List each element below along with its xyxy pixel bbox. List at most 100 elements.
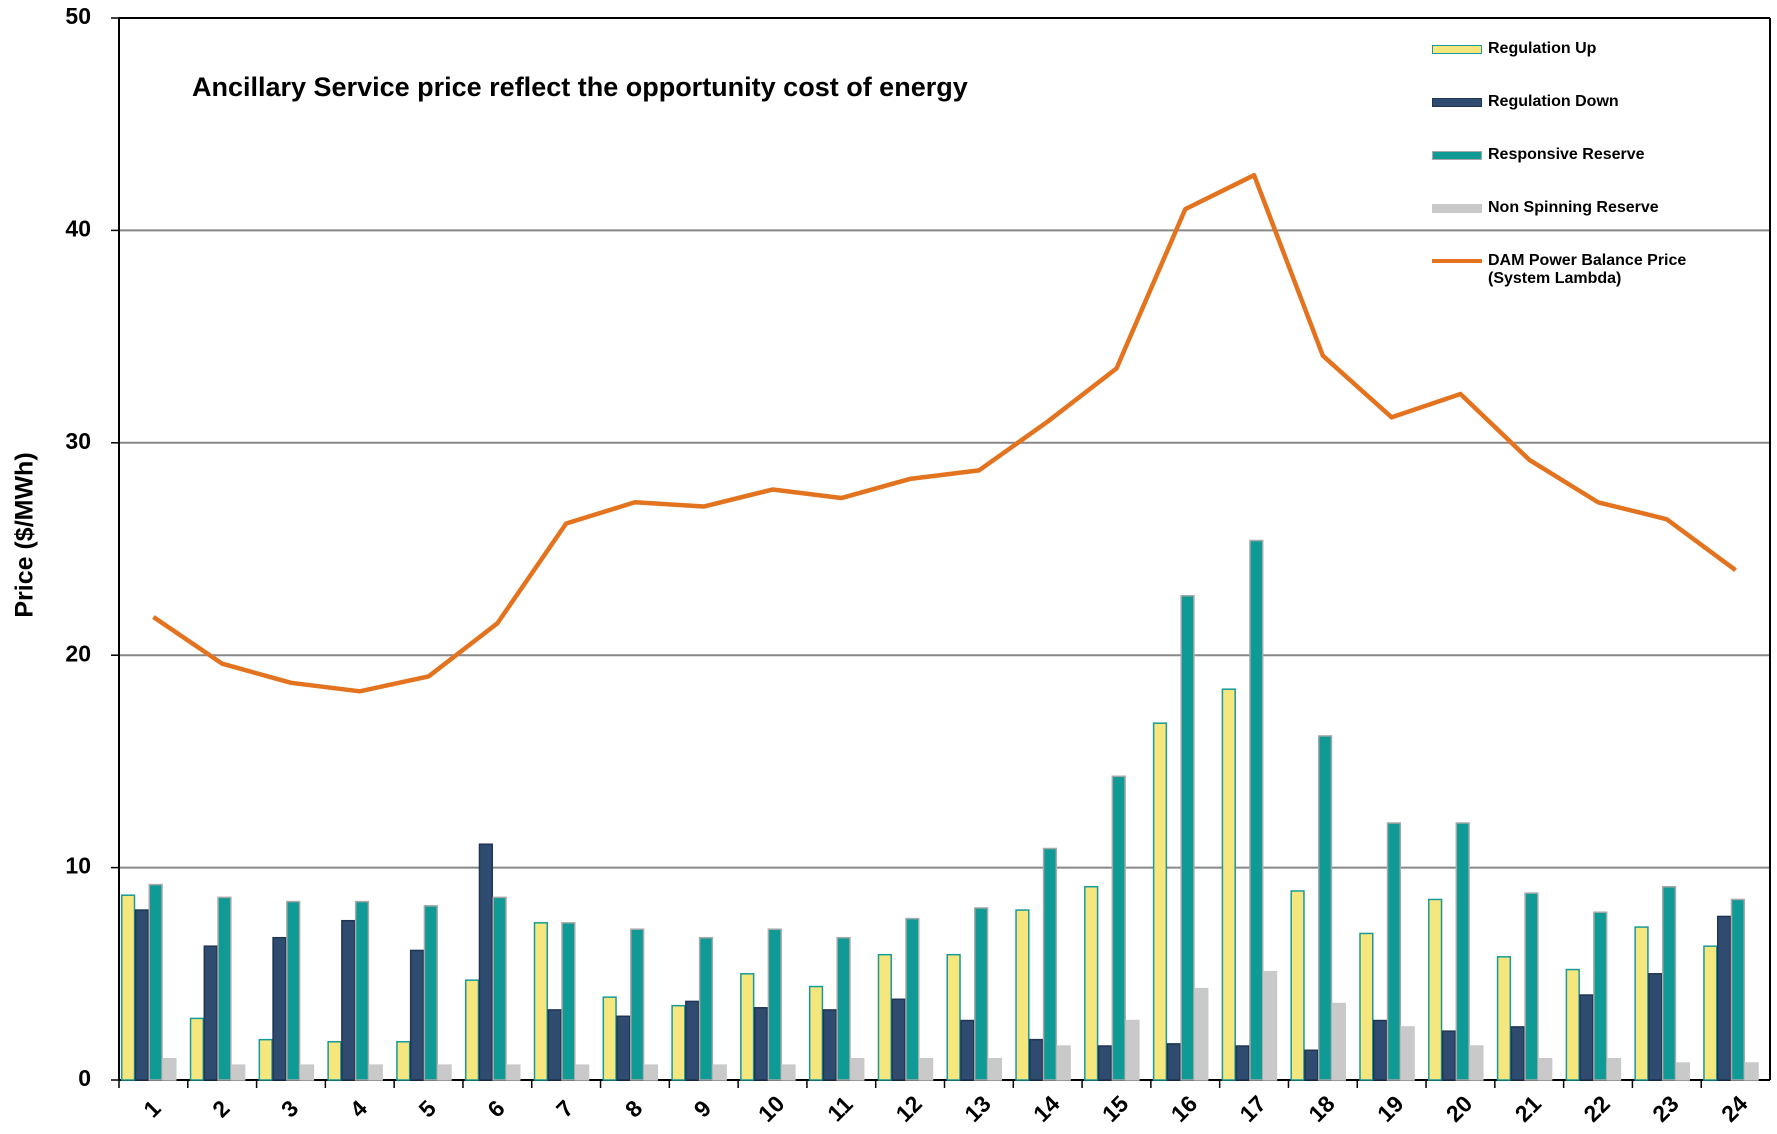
bar — [327, 1041, 342, 1081]
bar — [1042, 847, 1058, 1081]
bar — [423, 905, 438, 1081]
x-tick-label: 21 — [1510, 1090, 1547, 1127]
x-tick-label: 8 — [620, 1095, 648, 1123]
bar — [1111, 775, 1126, 1081]
bar — [1386, 822, 1402, 1081]
bar — [671, 1004, 686, 1081]
x-tick-label: 19 — [1372, 1090, 1408, 1126]
bar — [850, 1058, 865, 1081]
legend-label: DAM Power Balance Price (System Lambda) — [1488, 252, 1687, 287]
bar — [808, 985, 824, 1081]
bar — [1634, 926, 1649, 1081]
x-tick-label: 5 — [413, 1095, 441, 1123]
bar — [1331, 1002, 1346, 1081]
bar — [1029, 1038, 1044, 1081]
legend-swatch — [1432, 98, 1482, 107]
y-axis-label: Price ($/MWh) — [11, 452, 39, 617]
bar — [685, 1000, 700, 1081]
bar — [1716, 915, 1732, 1081]
bar — [712, 1064, 727, 1081]
bar — [1373, 1019, 1388, 1081]
bar — [960, 1019, 975, 1081]
bar — [767, 928, 782, 1081]
bar — [1304, 1049, 1319, 1081]
bar — [1428, 898, 1443, 1081]
bar — [231, 1064, 246, 1081]
x-tick-label: 13 — [959, 1090, 995, 1126]
bar — [286, 900, 301, 1081]
bar — [1524, 892, 1539, 1081]
x-tick-label: 22 — [1578, 1090, 1614, 1126]
bar — [1056, 1045, 1071, 1081]
bar — [368, 1064, 383, 1081]
y-tick-label: 30 — [65, 428, 91, 454]
bar — [354, 900, 370, 1081]
bar — [1469, 1045, 1484, 1081]
bar — [643, 1064, 659, 1081]
bar — [1510, 1026, 1525, 1081]
bar — [877, 953, 892, 1081]
bar — [602, 996, 617, 1081]
legend-label: Responsive Reserve — [1488, 146, 1645, 163]
legend-item: Responsive Reserve — [1432, 146, 1732, 199]
legend-item: Non Spinning Reserve — [1432, 199, 1732, 252]
bar — [1606, 1058, 1622, 1081]
bar — [1730, 898, 1745, 1081]
bar — [575, 1064, 590, 1081]
bar — [409, 949, 425, 1081]
bar — [272, 936, 287, 1081]
legend-label: Non Spinning Reserve — [1488, 199, 1659, 216]
bar — [1565, 968, 1580, 1081]
bar — [891, 998, 906, 1081]
bar — [396, 1041, 411, 1081]
bar — [1015, 909, 1030, 1081]
bar — [533, 922, 549, 1081]
bar — [1400, 1026, 1415, 1081]
bar — [1084, 885, 1099, 1081]
bar — [121, 894, 136, 1081]
x-tick-label: 20 — [1441, 1090, 1477, 1126]
y-tick-label: 50 — [65, 3, 91, 29]
legend-item: Regulation Up — [1432, 40, 1732, 93]
legend-swatch — [1432, 204, 1482, 213]
x-tick-label: 23 — [1647, 1090, 1683, 1126]
bar — [698, 936, 714, 1081]
x-tick-label: 16 — [1166, 1090, 1202, 1126]
bar — [753, 1007, 769, 1081]
bar — [1675, 1062, 1690, 1081]
legend-item: Regulation Down — [1432, 93, 1732, 146]
x-tick-label: 1 — [138, 1095, 166, 1123]
line — [152, 172, 1737, 694]
bar — [203, 945, 218, 1081]
bar — [1194, 987, 1209, 1081]
bar — [836, 936, 851, 1081]
y-tick-label: 0 — [78, 1065, 91, 1091]
bar — [1496, 956, 1512, 1081]
x-tick-label: 9 — [689, 1095, 716, 1122]
bar — [616, 1015, 631, 1081]
bar — [1703, 945, 1718, 1081]
legend-swatch — [1432, 151, 1482, 160]
bar — [1290, 890, 1305, 1081]
bar — [1152, 722, 1168, 1081]
bar — [1317, 735, 1333, 1081]
bar — [987, 1058, 1003, 1081]
bar — [217, 896, 232, 1081]
bar — [1455, 822, 1470, 1081]
y-tick-label: 40 — [65, 215, 91, 241]
x-tick-label: 12 — [891, 1090, 927, 1126]
x-tick-label: 14 — [1028, 1090, 1065, 1127]
bar — [189, 1017, 205, 1081]
bar — [1249, 539, 1264, 1081]
legend-label: Regulation Up — [1488, 40, 1597, 57]
bar — [492, 896, 507, 1081]
bar — [134, 909, 150, 1081]
bar — [437, 1064, 452, 1081]
x-tick-label: 18 — [1303, 1090, 1340, 1127]
x-tick-label: 17 — [1234, 1090, 1270, 1126]
x-tick-label: 3 — [276, 1095, 303, 1122]
legend: Regulation Up Regulation Down Responsive R… — [1432, 40, 1732, 305]
bar — [258, 1038, 273, 1081]
chart-title: Ancillary Service price reflect the oppo… — [192, 72, 968, 102]
bar — [506, 1064, 521, 1081]
